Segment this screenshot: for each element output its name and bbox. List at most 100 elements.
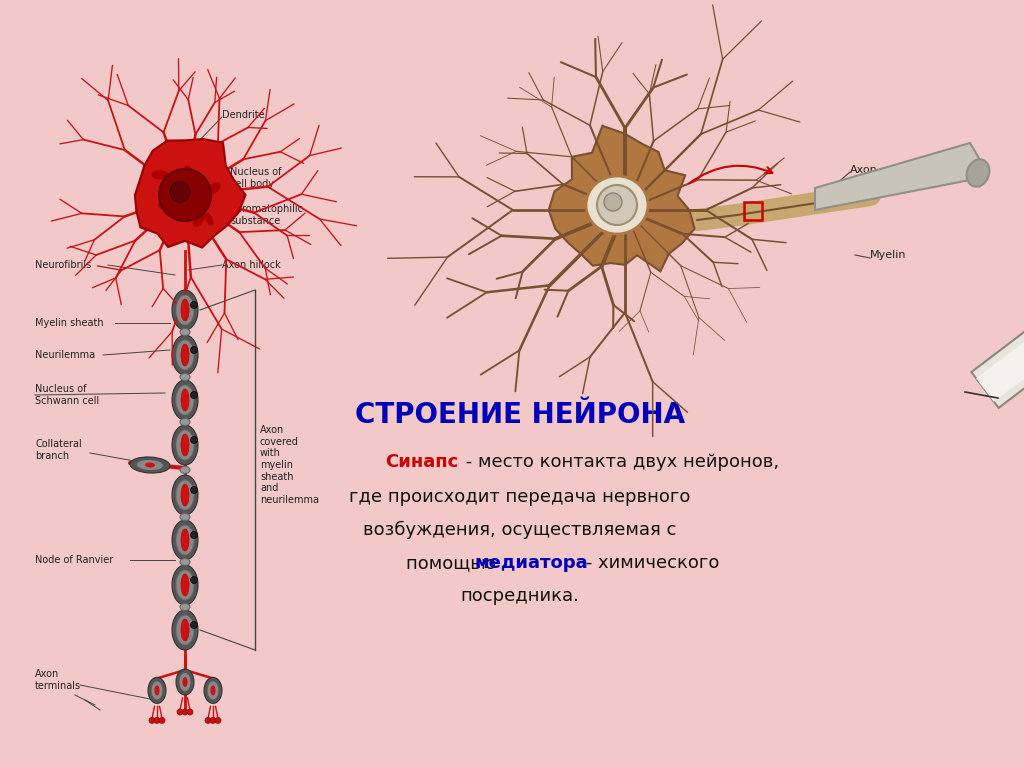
Text: медиатора: медиатора <box>475 554 589 572</box>
Text: Nucleus of
Schwann cell: Nucleus of Schwann cell <box>35 384 99 406</box>
Text: помощью: помощью <box>406 554 502 572</box>
Text: где происходит передача нервного: где происходит передача нервного <box>349 488 690 506</box>
Ellipse shape <box>181 619 189 641</box>
Circle shape <box>150 717 155 723</box>
Polygon shape <box>135 139 246 248</box>
Ellipse shape <box>181 344 189 366</box>
Ellipse shape <box>180 374 190 380</box>
Text: Axon: Axon <box>850 165 878 175</box>
Ellipse shape <box>158 201 164 209</box>
Polygon shape <box>976 245 1024 402</box>
Circle shape <box>190 436 198 443</box>
Text: Синапс: Синапс <box>385 453 459 471</box>
Ellipse shape <box>152 681 163 700</box>
Circle shape <box>159 169 211 221</box>
Ellipse shape <box>130 457 170 473</box>
Ellipse shape <box>586 176 648 234</box>
Ellipse shape <box>172 380 198 420</box>
Ellipse shape <box>176 525 194 555</box>
Ellipse shape <box>181 389 189 411</box>
Text: Node of Ranvier: Node of Ranvier <box>35 555 114 565</box>
Text: - место контакта двух нейронов,: - место контакта двух нейронов, <box>460 453 779 471</box>
Circle shape <box>187 709 193 715</box>
Ellipse shape <box>172 520 198 560</box>
Ellipse shape <box>152 170 169 179</box>
Circle shape <box>177 709 183 715</box>
Ellipse shape <box>145 463 155 468</box>
Ellipse shape <box>172 565 198 605</box>
Ellipse shape <box>211 686 215 696</box>
Ellipse shape <box>179 673 190 691</box>
Polygon shape <box>549 126 694 272</box>
Polygon shape <box>972 239 1024 408</box>
Text: посредника.: посредника. <box>461 587 580 605</box>
Circle shape <box>597 185 637 225</box>
Polygon shape <box>815 143 980 210</box>
Ellipse shape <box>208 681 218 700</box>
Text: Neurilemma: Neurilemma <box>35 350 95 360</box>
Circle shape <box>170 182 190 202</box>
Circle shape <box>604 193 622 211</box>
Bar <box>744 202 762 220</box>
Circle shape <box>190 347 198 354</box>
Ellipse shape <box>176 615 194 645</box>
Ellipse shape <box>169 203 180 216</box>
Circle shape <box>190 486 198 493</box>
Text: Collateral
branch: Collateral branch <box>35 439 82 461</box>
Text: возбуждения, осуществляемая с: возбуждения, осуществляемая с <box>364 521 677 539</box>
Ellipse shape <box>184 166 194 176</box>
Text: Myelin: Myelin <box>870 250 906 260</box>
Circle shape <box>182 709 188 715</box>
Ellipse shape <box>182 677 187 687</box>
Circle shape <box>190 621 198 628</box>
Ellipse shape <box>180 466 190 473</box>
Ellipse shape <box>180 558 190 565</box>
Circle shape <box>210 717 216 723</box>
Ellipse shape <box>176 340 194 370</box>
Ellipse shape <box>176 385 194 415</box>
Ellipse shape <box>176 669 194 695</box>
Circle shape <box>215 717 221 723</box>
Ellipse shape <box>176 430 194 460</box>
Ellipse shape <box>180 604 190 611</box>
Ellipse shape <box>181 574 189 596</box>
Circle shape <box>190 391 198 399</box>
Text: Axon hillock: Axon hillock <box>222 260 281 270</box>
FancyArrowPatch shape <box>689 166 772 183</box>
Text: Dendrite: Dendrite <box>222 110 264 120</box>
Text: Myelin sheath: Myelin sheath <box>35 318 103 328</box>
Text: Axon
covered
with
myelin
sheath
and
neurilemma: Axon covered with myelin sheath and neur… <box>260 425 319 505</box>
Ellipse shape <box>172 475 198 515</box>
Ellipse shape <box>181 299 189 321</box>
Circle shape <box>154 717 160 723</box>
Ellipse shape <box>204 677 222 703</box>
Ellipse shape <box>181 434 189 456</box>
Text: Nucleus of
cell body: Nucleus of cell body <box>230 167 282 189</box>
Ellipse shape <box>148 677 166 703</box>
Ellipse shape <box>176 480 194 510</box>
Ellipse shape <box>176 570 194 600</box>
Ellipse shape <box>181 484 189 506</box>
Ellipse shape <box>206 183 221 195</box>
Text: Neurofibrils: Neurofibrils <box>35 260 91 270</box>
Ellipse shape <box>180 419 190 426</box>
Circle shape <box>205 717 211 723</box>
Ellipse shape <box>172 610 198 650</box>
Ellipse shape <box>176 295 194 325</box>
Ellipse shape <box>155 686 160 696</box>
Ellipse shape <box>137 460 163 470</box>
Ellipse shape <box>181 529 189 551</box>
Circle shape <box>190 301 198 308</box>
Ellipse shape <box>172 290 198 330</box>
Ellipse shape <box>193 211 205 227</box>
Text: СТРОЕНИЕ НЕЙРОНА: СТРОЕНИЕ НЕЙРОНА <box>355 401 685 429</box>
Circle shape <box>190 577 198 584</box>
Text: Axon
terminals: Axon terminals <box>35 669 81 691</box>
Text: Chromatophilic
substance: Chromatophilic substance <box>230 204 304 225</box>
Ellipse shape <box>191 199 202 209</box>
Ellipse shape <box>172 335 198 375</box>
Ellipse shape <box>967 160 989 186</box>
Circle shape <box>159 717 165 723</box>
Circle shape <box>190 532 198 538</box>
Text: - химического: - химического <box>580 554 720 572</box>
